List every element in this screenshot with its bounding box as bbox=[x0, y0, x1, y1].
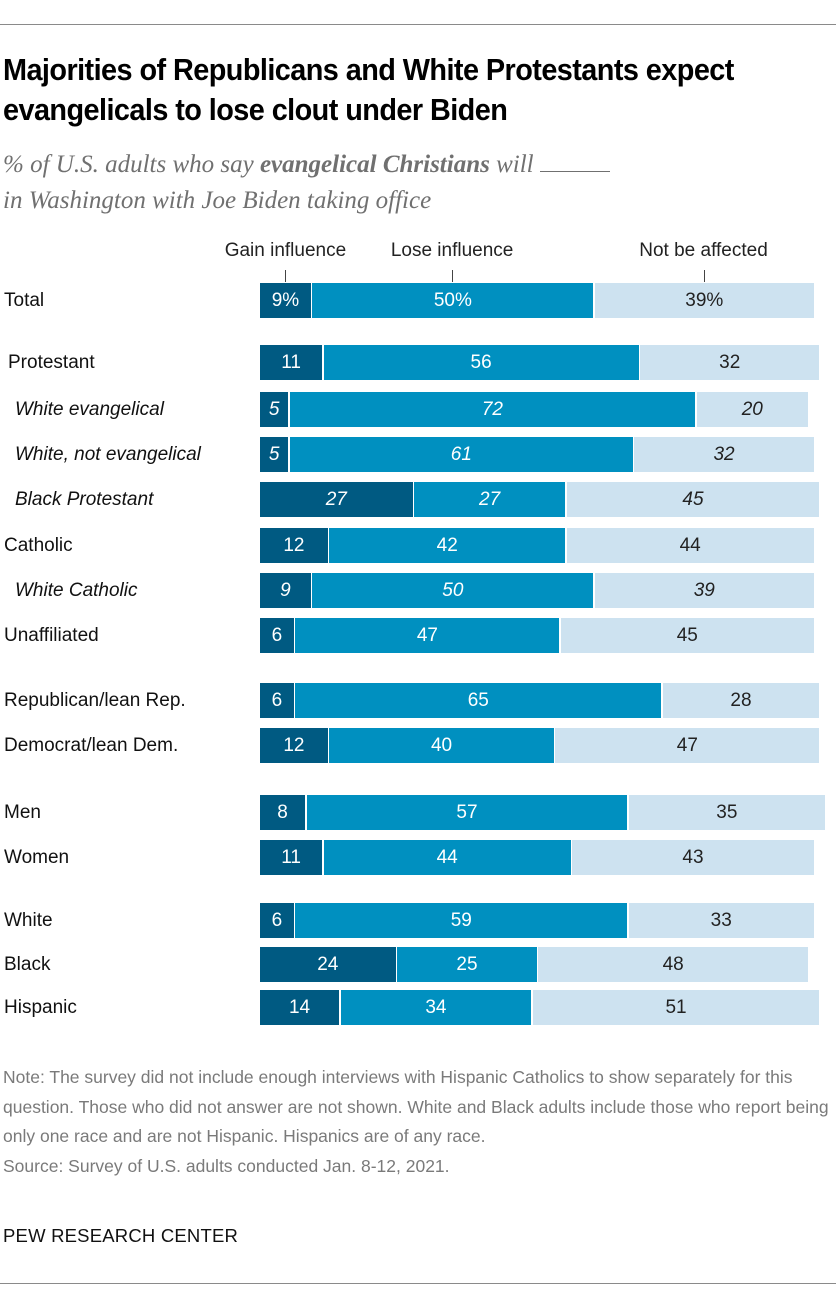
bar-segment-gain: 11 bbox=[260, 840, 323, 875]
bar-segment-lose: 34 bbox=[340, 990, 532, 1025]
bar-segment-gain: 14 bbox=[260, 990, 340, 1025]
legend-tick bbox=[285, 270, 286, 282]
subtitle-text-1: % of U.S. adults who say bbox=[3, 151, 260, 178]
bar-segment-gain: 24 bbox=[260, 947, 396, 982]
bar-segment-gain: 27 bbox=[260, 482, 413, 517]
bar-segment-lose: 65 bbox=[295, 683, 662, 718]
category-label: Catholic bbox=[4, 535, 73, 556]
bar-segment-gain: 8 bbox=[260, 795, 306, 830]
bar-segment-notaff: 20 bbox=[696, 392, 809, 427]
category-label: Unaffiliated bbox=[4, 625, 99, 646]
bar-segment-gain: 5 bbox=[260, 437, 289, 472]
brand-logo-text: PEW RESEARCH CENTER bbox=[3, 1225, 239, 1246]
bar-segment-gain: 11 bbox=[260, 345, 323, 380]
subtitle-bold: evangelical Christians bbox=[259, 151, 490, 178]
bar-segment-lose: 57 bbox=[306, 795, 628, 830]
subtitle-blank bbox=[539, 151, 610, 172]
bar-segment-notaff: 45 bbox=[566, 482, 820, 517]
bar-segment-lose: 44 bbox=[323, 840, 571, 875]
source-text: Source: Survey of U.S. adults conducted … bbox=[3, 1155, 450, 1176]
bar-segment-notaff: 28 bbox=[662, 683, 820, 718]
subtitle-text-3: in Washington with Joe Biden taking offi… bbox=[3, 187, 432, 214]
category-label: Men bbox=[4, 802, 41, 823]
bar-segment-notaff: 39% bbox=[594, 283, 814, 318]
category-label: Protestant bbox=[8, 352, 95, 373]
bar-segment-lose: 40 bbox=[329, 728, 554, 763]
bar-segment-lose: 59 bbox=[295, 903, 628, 938]
subtitle-text-2: will bbox=[489, 151, 540, 178]
category-label: White evangelical bbox=[15, 399, 164, 420]
legend-label-gain-influence: Gain influence bbox=[224, 240, 347, 261]
category-label: Republican/lean Rep. bbox=[4, 690, 186, 711]
bar-segment-lose: 56 bbox=[323, 345, 639, 380]
legend-label-not-be-affected: Not be affected bbox=[639, 240, 768, 261]
bar-segment-notaff: 43 bbox=[572, 840, 814, 875]
bar-segment-gain: 12 bbox=[260, 528, 328, 563]
bar-segment-gain: 12 bbox=[260, 728, 328, 763]
bar-segment-lose: 50 bbox=[312, 573, 594, 608]
bar-segment-notaff: 32 bbox=[640, 345, 820, 380]
bar-segment-gain: 6 bbox=[260, 683, 294, 718]
chart-title: Majorities of Republicans and White Prot… bbox=[3, 52, 734, 127]
category-label: Democrat/lean Dem. bbox=[4, 735, 179, 756]
footnote: Note: The survey did not include enough … bbox=[3, 1063, 839, 1181]
top-rule bbox=[0, 24, 836, 25]
legend-label-lose-influence: Lose influence bbox=[390, 240, 514, 261]
bar-segment-gain: 6 bbox=[260, 618, 294, 653]
category-label: Black Protestant bbox=[15, 489, 154, 510]
bar-segment-lose: 47 bbox=[295, 618, 560, 653]
bar-segment-notaff: 39 bbox=[594, 573, 814, 608]
bar-segment-notaff: 48 bbox=[538, 947, 809, 982]
bar-segment-notaff: 45 bbox=[560, 618, 814, 653]
category-label: Women bbox=[4, 847, 70, 868]
legend-tick bbox=[704, 270, 705, 282]
bar-segment-notaff: 51 bbox=[532, 990, 820, 1025]
category-label: Total bbox=[4, 290, 45, 311]
bar-segment-lose: 61 bbox=[289, 437, 633, 472]
note-text: Note: The survey did not include enough … bbox=[3, 1067, 829, 1146]
chart-subtitle: % of U.S. adults who say evangelical Chr… bbox=[3, 147, 823, 219]
bar-segment-lose: 42 bbox=[329, 528, 566, 563]
bar-segment-notaff: 35 bbox=[628, 795, 825, 830]
bar-segment-notaff: 32 bbox=[634, 437, 814, 472]
bar-segment-lose: 25 bbox=[397, 947, 537, 982]
category-label: Black bbox=[4, 954, 51, 975]
bar-segment-gain: 9 bbox=[260, 573, 311, 608]
bar-segment-gain: 6 bbox=[260, 903, 294, 938]
bar-segment-gain: 9% bbox=[260, 283, 311, 318]
bottom-rule bbox=[0, 1283, 836, 1284]
category-label: White, not evangelical bbox=[15, 444, 201, 465]
category-label: White Catholic bbox=[15, 580, 138, 601]
legend-tick bbox=[452, 270, 453, 282]
bar-segment-lose: 27 bbox=[414, 482, 566, 517]
bar-segment-notaff: 44 bbox=[566, 528, 814, 563]
bar-segment-lose: 72 bbox=[289, 392, 696, 427]
bar-segment-lose: 50% bbox=[312, 283, 594, 318]
category-label: Hispanic bbox=[4, 997, 77, 1018]
category-label: White bbox=[4, 910, 53, 931]
bar-segment-notaff: 47 bbox=[555, 728, 820, 763]
bar-segment-gain: 5 bbox=[260, 392, 289, 427]
bar-segment-notaff: 33 bbox=[628, 903, 814, 938]
